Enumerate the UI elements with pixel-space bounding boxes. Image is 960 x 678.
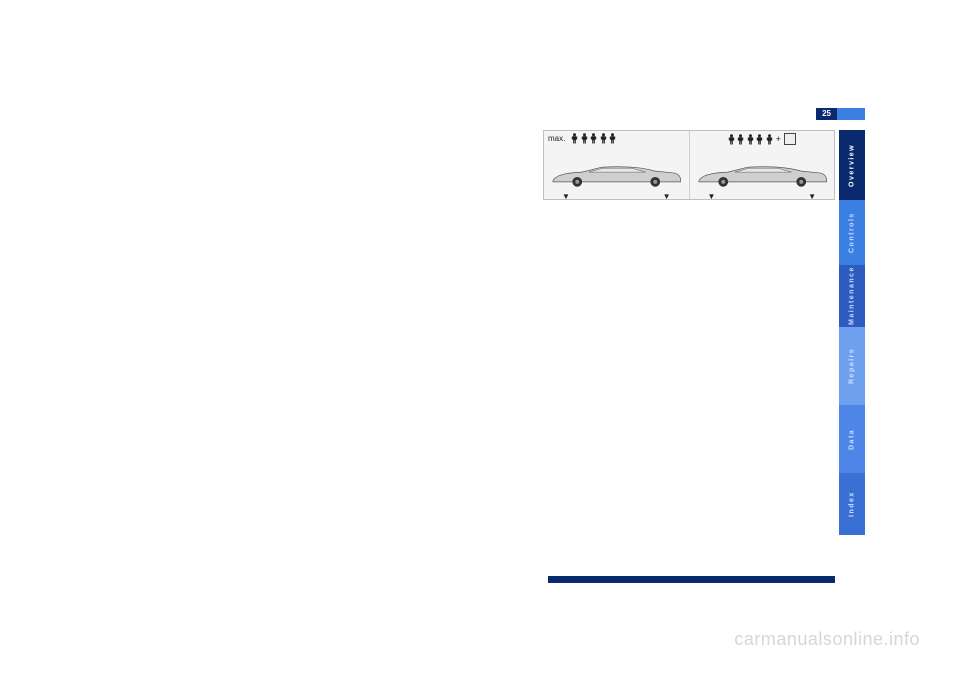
tab-data[interactable]: Data xyxy=(839,405,865,473)
arrow-icon: ▼ xyxy=(663,194,671,200)
arrow-icon: ▼ xyxy=(708,194,716,200)
bar-segment xyxy=(644,576,692,583)
tab-maintenance[interactable]: Maintenance xyxy=(839,265,865,327)
arrows-right: ▼ ▼ xyxy=(694,194,831,200)
people-row-right: + xyxy=(694,133,831,145)
bar-segment xyxy=(548,576,596,583)
watermark: carmanualsonline.info xyxy=(734,629,920,650)
side-tabs: OverviewControlsMaintenanceRepairsDataIn… xyxy=(839,130,865,535)
bar-segment xyxy=(596,576,644,583)
tab-overview[interactable]: Overview xyxy=(839,130,865,200)
arrow-icon: ▼ xyxy=(808,194,816,200)
arrow-icon: ▼ xyxy=(562,194,570,200)
page-area: 25 max. ▼ ▼ xyxy=(70,108,865,583)
car-left: ▼ ▼ xyxy=(548,163,685,197)
tab-index[interactable]: Index xyxy=(839,473,865,535)
page-number-tail xyxy=(837,108,865,120)
tire-pressure-figure: max. ▼ ▼ xyxy=(543,130,835,200)
bottom-blue-bar xyxy=(548,576,835,583)
car-right: ▼ ▼ xyxy=(694,163,831,197)
max-label: max. xyxy=(548,134,565,143)
tab-repairs[interactable]: Repairs xyxy=(839,327,865,405)
bar-segment xyxy=(739,576,787,583)
bar-segment xyxy=(787,576,835,583)
arrows-left: ▼ ▼ xyxy=(548,194,685,200)
plus-icon: + xyxy=(776,134,781,144)
page-number: 25 xyxy=(816,108,837,120)
tab-controls[interactable]: Controls xyxy=(839,200,865,265)
luggage-icon xyxy=(784,133,796,145)
car-icon xyxy=(548,163,685,189)
people-row-left: max. xyxy=(548,133,685,144)
car-icon xyxy=(694,163,831,189)
bar-segment xyxy=(691,576,739,583)
figure-right: + ▼ ▼ xyxy=(689,131,835,199)
figure-left: max. ▼ ▼ xyxy=(544,131,689,199)
page-number-bar: 25 xyxy=(816,108,865,120)
